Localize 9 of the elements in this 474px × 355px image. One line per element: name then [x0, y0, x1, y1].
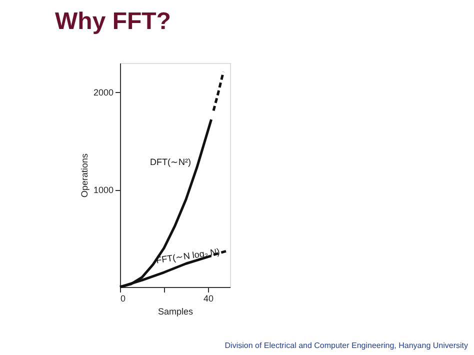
y-tick-label: 1000 [93, 185, 114, 196]
y-tick-label: 2000 [93, 88, 114, 98]
x-tick-label: 40 [203, 294, 214, 304]
chart-title: Why FFT? [55, 8, 171, 35]
x-tick-label: 0 [120, 294, 126, 304]
y-axis-title: Operations [79, 152, 90, 198]
series-label: DFT(∼N²) [150, 157, 191, 168]
text: Division of Electrical and Computer Engineering, Hanyang University [224, 341, 468, 350]
x-axis-title: Samples [158, 306, 194, 316]
